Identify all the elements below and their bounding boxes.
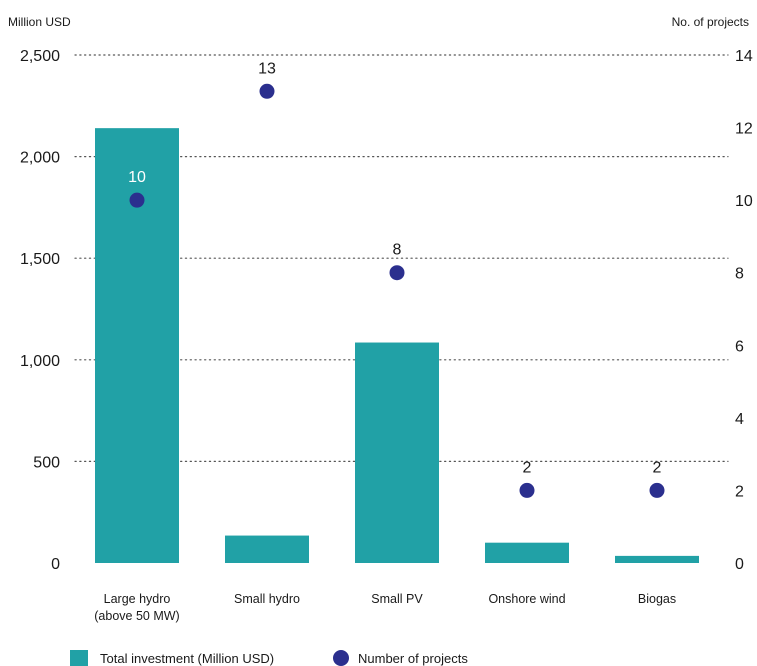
category-label: Large hydro — [104, 592, 171, 606]
right-tick-label: 0 — [735, 556, 744, 573]
category-label: Small hydro — [234, 592, 300, 606]
legend-dot-swatch — [333, 650, 349, 666]
dot — [649, 482, 665, 498]
bar — [355, 342, 439, 563]
right-tick-label: 12 — [735, 121, 753, 138]
left-axis-title: Million USD — [8, 15, 71, 29]
bar-series — [95, 128, 699, 564]
bar — [485, 542, 569, 563]
right-tick-label: 10 — [735, 193, 753, 210]
dot-label: 2 — [523, 459, 532, 476]
dot-label: 2 — [653, 459, 662, 476]
left-tick-label: 0 — [51, 556, 60, 573]
category-label: Biogas — [638, 592, 676, 606]
category-labels: Large hydro (above 50 MW) Small hydro Small… — [94, 592, 676, 623]
dot — [259, 83, 275, 99]
left-tick-label: 500 — [33, 454, 60, 471]
right-axis-ticks: 0 2 4 6 8 10 12 14 — [735, 48, 753, 573]
legend-dot-label: Number of projects — [358, 651, 468, 666]
left-tick-label: 2,000 — [20, 150, 60, 167]
bar — [225, 535, 309, 563]
right-tick-label: 4 — [735, 411, 744, 428]
right-axis-title: No. of projects — [672, 15, 749, 29]
dot — [519, 482, 535, 498]
dot — [389, 265, 405, 281]
category-label: Onshore wind — [488, 592, 565, 606]
right-tick-label: 8 — [735, 266, 744, 283]
left-axis-ticks: 0 500 1,000 1,500 2,000 2,500 — [20, 48, 60, 573]
category-label: Small PV — [371, 592, 423, 606]
dot-label: 10 — [128, 169, 146, 186]
right-tick-label: 14 — [735, 48, 753, 65]
left-tick-label: 1,000 — [20, 353, 60, 370]
dot-series: 10 13 8 2 2 — [128, 60, 665, 498]
dot-label: 8 — [393, 242, 402, 259]
legend-bar-label: Total investment (Million USD) — [100, 651, 274, 666]
left-tick-label: 1,500 — [20, 251, 60, 268]
bar — [615, 555, 699, 563]
category-label: (above 50 MW) — [94, 609, 179, 623]
legend-bar-swatch — [70, 650, 88, 666]
dot-label: 13 — [258, 60, 276, 77]
right-tick-label: 2 — [735, 483, 744, 500]
right-tick-label: 6 — [735, 338, 744, 355]
legend: Total investment (Million USD) Number of… — [70, 650, 468, 666]
dot — [129, 192, 145, 208]
left-tick-label: 2,500 — [20, 48, 60, 65]
